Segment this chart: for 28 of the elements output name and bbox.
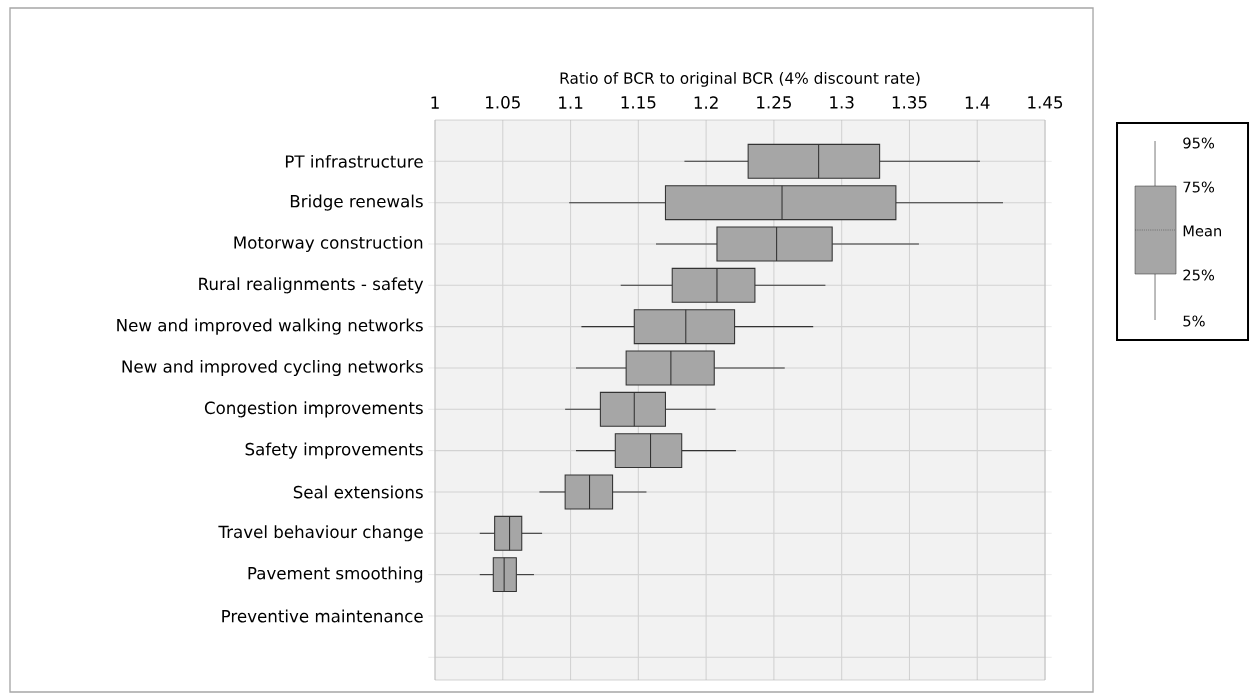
x-tick-label: 1.25 <box>757 96 791 109</box>
y-tick-label: PT infrastructure <box>285 154 423 168</box>
text: 75% <box>1183 181 1215 193</box>
y-tick-label: Pavement smoothing <box>248 566 423 583</box>
y-tick-label: Safety improvements <box>245 442 423 459</box>
y-tick-label: New and improved walking networks <box>117 318 423 335</box>
x-tick-label: 1.2 <box>694 96 718 109</box>
y-tick-label: Congestion improvements <box>204 401 423 418</box>
x-tick-label: 1.15 <box>621 96 656 109</box>
y-tick-label: New and improved cycling networks <box>122 359 423 377</box>
y-tick-label: Rural realignments - safety <box>199 277 424 294</box>
y-tick-label: Preventive maintenance <box>222 609 423 623</box>
text: 5% <box>1183 315 1205 327</box>
text: 95% <box>1183 137 1215 149</box>
x-tick-label: 1 <box>431 96 439 109</box>
x-tick-label: 1.1 <box>559 96 583 109</box>
x-tick-label: 1.05 <box>486 96 520 109</box>
x-tick-label: 1.35 <box>892 96 927 109</box>
x-tick-label: 1.4 <box>965 96 990 109</box>
x-tick-label: 1.3 <box>830 96 854 109</box>
x-tick-label: 1.45 <box>1028 96 1063 109</box>
text: Mean <box>1183 225 1222 237</box>
x-axis-title: Ratio of BCR to original BCR (4% discount rate) <box>560 72 920 87</box>
text: 25% <box>1183 269 1215 281</box>
y-tick-label: Motorway construction <box>234 235 423 253</box>
y-tick-label: Seal extensions <box>293 485 423 499</box>
y-tick-label: Travel behaviour change <box>218 525 423 542</box>
y-tick-label: Bridge renewals <box>290 194 423 211</box>
